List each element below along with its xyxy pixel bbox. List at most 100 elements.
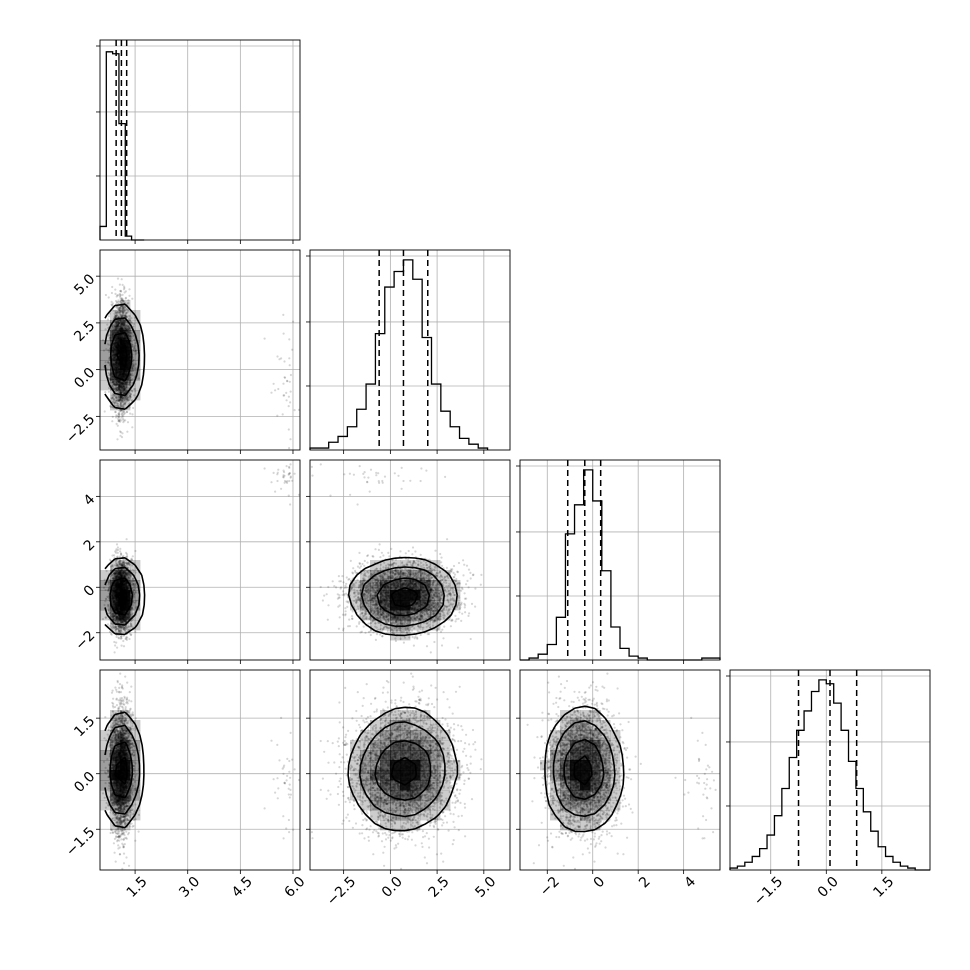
scatter-point <box>113 383 117 386</box>
scatter-point <box>116 382 119 385</box>
scatter-point <box>116 414 119 417</box>
scatter-point <box>131 426 134 429</box>
scatter-point <box>116 573 119 577</box>
scatter-point <box>123 382 126 385</box>
scatter-point <box>118 560 121 563</box>
scatter-point <box>123 388 126 391</box>
scatter-point <box>124 321 127 324</box>
scatter-point <box>106 343 109 346</box>
scatter-point <box>121 328 124 331</box>
scatter-point <box>120 385 123 388</box>
scatter-point <box>117 396 120 399</box>
scatter-point <box>276 355 279 358</box>
scatter-point <box>124 380 127 383</box>
scatter-point <box>129 412 132 415</box>
scatter-point <box>285 391 288 394</box>
scatter-point <box>123 318 126 321</box>
scatter-point <box>129 394 132 397</box>
scatter-point <box>121 305 124 308</box>
scatter-point <box>119 327 123 331</box>
scatter-point <box>125 311 128 314</box>
scatter-point <box>116 390 119 393</box>
scatter-point <box>124 290 127 293</box>
density-cell <box>100 340 111 351</box>
scatter-point <box>123 320 126 323</box>
scatter-point <box>121 387 124 390</box>
scatter-point <box>113 383 116 386</box>
scatter-point <box>120 324 123 328</box>
scatter-point <box>121 311 124 314</box>
scatter-point <box>123 324 126 327</box>
scatter-point <box>124 396 127 399</box>
scatter-point <box>116 311 119 314</box>
scatter-point <box>123 323 126 327</box>
scatter-point <box>120 644 123 647</box>
scatter-point <box>124 328 127 331</box>
scatter-point <box>119 385 122 389</box>
scatter-point <box>121 314 124 317</box>
scatter-point <box>122 402 125 406</box>
scatter-point <box>102 349 106 352</box>
scatter-point <box>127 327 130 330</box>
scatter-panel-1-2 <box>96 249 301 454</box>
scatter-point <box>118 413 121 416</box>
scatter-point <box>124 328 127 331</box>
scatter-point <box>118 283 121 286</box>
scatter-point <box>120 322 124 325</box>
scatter-point <box>119 323 122 326</box>
scatter-point <box>124 296 128 299</box>
scatter-point <box>121 385 124 388</box>
scatter-point <box>131 372 134 375</box>
scatter-point <box>120 310 123 313</box>
scatter-point <box>287 395 290 398</box>
scatter-point <box>112 380 115 383</box>
scatter-point <box>123 306 127 309</box>
scatter-point <box>263 337 266 340</box>
scatter-point <box>111 396 114 399</box>
scatter-point <box>120 327 123 330</box>
scatter-point <box>108 350 111 354</box>
scatter-point <box>108 343 111 346</box>
scatter-point <box>107 315 110 318</box>
scatter-point <box>106 361 110 364</box>
scatter-point <box>119 319 122 322</box>
scatter-panel-1-3 <box>96 459 301 664</box>
panel-content <box>100 463 300 654</box>
scatter-point <box>120 315 123 318</box>
histogram-panel-2 <box>306 249 511 454</box>
scatter-point <box>114 383 117 387</box>
scatter-point <box>112 325 115 328</box>
scatter-point <box>131 378 134 381</box>
scatter-point <box>123 308 126 311</box>
scatter-point <box>118 395 121 398</box>
scatter-point <box>121 382 124 385</box>
scatter-point <box>120 382 123 385</box>
scatter-point <box>131 297 134 300</box>
scatter-point <box>119 297 122 300</box>
scatter-point <box>113 316 116 319</box>
scatter-point <box>111 415 114 418</box>
scatter-point <box>112 394 115 397</box>
scatter-point <box>115 387 118 390</box>
scatter-point <box>282 382 285 385</box>
scatter-point <box>118 309 121 312</box>
scatter-point <box>115 321 118 324</box>
scatter-point <box>117 306 120 309</box>
scatter-point <box>117 399 120 402</box>
scatter-point <box>120 390 123 393</box>
scatter-point <box>115 322 118 325</box>
scatter-point <box>121 324 124 327</box>
scatter-point <box>137 377 140 380</box>
scatter-point <box>121 401 124 404</box>
scatter-point <box>125 385 128 388</box>
scatter-point <box>116 325 120 328</box>
scatter-point <box>115 325 118 328</box>
scatter-point <box>129 382 132 385</box>
scatter-point <box>106 323 109 326</box>
scatter-point <box>114 322 117 325</box>
scatter-point <box>121 320 124 323</box>
scatter-point <box>119 325 122 328</box>
scatter-point <box>128 406 131 409</box>
scatter-point <box>118 385 121 388</box>
scatter-point <box>289 373 292 377</box>
